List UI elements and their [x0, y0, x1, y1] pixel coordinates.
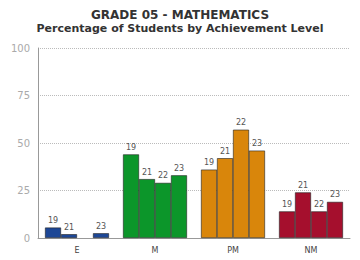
svg-text:22: 22	[236, 118, 246, 127]
svg-text:50: 50	[17, 138, 30, 149]
svg-text:23: 23	[330, 190, 340, 199]
svg-text:0: 0	[24, 233, 30, 244]
svg-text:100: 100	[11, 43, 30, 54]
svg-text:NM: NM	[305, 246, 318, 255]
svg-text:Percentage of Students by Achi: Percentage of Students by Achievement Le…	[37, 22, 324, 35]
svg-text:PM: PM	[227, 246, 239, 255]
svg-text:M: M	[152, 246, 159, 255]
svg-text:E: E	[74, 246, 79, 255]
svg-text:22: 22	[314, 200, 324, 209]
svg-text:25: 25	[17, 185, 30, 196]
svg-text:19: 19	[282, 200, 292, 209]
svg-text:GRADE 05 - MATHEMATICS: GRADE 05 - MATHEMATICS	[91, 8, 269, 22]
svg-text:21: 21	[298, 181, 308, 190]
svg-text:23: 23	[96, 222, 106, 231]
svg-text:23: 23	[174, 164, 184, 173]
svg-text:22: 22	[158, 171, 168, 180]
svg-text:23: 23	[252, 139, 262, 148]
svg-text:21: 21	[220, 147, 230, 156]
svg-text:75: 75	[17, 90, 30, 101]
svg-text:19: 19	[204, 158, 214, 167]
svg-text:19: 19	[48, 216, 58, 225]
svg-text:21: 21	[142, 168, 152, 177]
svg-text:21: 21	[64, 223, 74, 232]
svg-text:19: 19	[126, 143, 136, 152]
